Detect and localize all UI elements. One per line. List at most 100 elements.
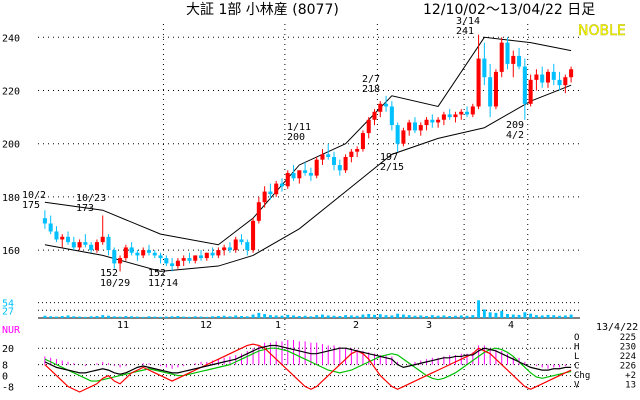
candle: [418, 122, 423, 136]
candle: [488, 63, 493, 118]
candle: [94, 239, 99, 253]
candle: [123, 244, 128, 261]
candle: [89, 242, 94, 253]
legend-value-L: 224: [620, 352, 636, 362]
candle: [343, 154, 348, 173]
candle-body: [326, 154, 331, 157]
candle: [216, 247, 221, 259]
oscillator-grid: 20 80-8: [2, 344, 580, 394]
candle-body: [482, 58, 487, 78]
osc-line-red: [44, 343, 572, 393]
candle-body: [401, 130, 406, 144]
candle-body: [453, 114, 458, 118]
annotation-text: 2/15: [380, 162, 404, 173]
candle: [540, 66, 545, 88]
candle: [395, 122, 400, 152]
candle-body: [216, 250, 221, 256]
candle-body: [522, 66, 527, 104]
month-label-12: 12: [200, 320, 212, 331]
candle-body: [528, 79, 533, 104]
candle: [563, 74, 568, 94]
candle-body: [65, 236, 71, 243]
chart-title: 大証 1部 小林産 (8077): [186, 2, 339, 18]
candle: [65, 231, 71, 245]
annotation-text: 175: [22, 200, 40, 211]
candle-body: [464, 111, 470, 115]
candle-body: [54, 231, 59, 240]
candle-body: [343, 157, 348, 171]
legend-key-V: V: [574, 381, 580, 391]
candle: [569, 66, 574, 83]
candle-body: [100, 236, 105, 243]
candle: [262, 186, 267, 208]
candle: [106, 234, 111, 256]
candle-body: [146, 250, 152, 253]
candle-body: [233, 239, 238, 251]
candle-body: [118, 258, 123, 264]
candle: [60, 234, 65, 248]
candle-body: [256, 202, 261, 221]
candle: [436, 117, 441, 128]
candle-body: [112, 250, 117, 264]
candle-body: [517, 55, 522, 67]
candle-body: [141, 250, 146, 256]
annotation-text: 2/7: [362, 74, 380, 85]
candle: [407, 119, 412, 136]
candle: [470, 103, 475, 118]
candle-body: [297, 170, 302, 179]
candle: [389, 101, 394, 131]
legend-value-H: 230: [620, 343, 636, 353]
candle-body: [430, 119, 435, 123]
osc-tick-label: 8: [2, 361, 8, 372]
candle: [372, 109, 377, 126]
candle: [517, 47, 522, 70]
candle-body: [569, 69, 574, 78]
candle-body: [488, 77, 493, 107]
candle-body: [337, 164, 342, 171]
month-label-2: 2: [353, 320, 359, 331]
candle: [505, 37, 510, 70]
candle-body: [557, 79, 562, 86]
price-tick-label: 220: [2, 87, 20, 98]
price-tick-label: 200: [2, 140, 20, 151]
candle-body: [314, 159, 319, 176]
price-tick-label: 180: [2, 193, 20, 204]
candle: [412, 117, 418, 134]
annotation-text: 241: [456, 26, 474, 37]
candle: [118, 255, 123, 272]
month-labels: 11 12 1 2 3 4: [117, 320, 514, 331]
candle: [83, 234, 88, 248]
candle-body: [83, 242, 88, 245]
candle-body: [198, 255, 204, 259]
candle: [545, 69, 551, 88]
annotation-text: 10/23: [76, 193, 106, 204]
candle-body: [279, 183, 285, 187]
candle-body: [285, 172, 290, 187]
candle: [141, 247, 146, 259]
candle-body: [227, 247, 232, 251]
osc-tick-label: 20: [2, 344, 14, 355]
oscillator-legend: O 225 H 230 L 224 C 226 Chg +2 V 13: [574, 333, 636, 391]
candle: [378, 101, 383, 118]
candle-body: [366, 119, 371, 134]
candle-body: [499, 42, 504, 72]
price-candles: [42, 34, 574, 272]
annotation-text: 152: [148, 268, 166, 279]
annotation-text: 4/2: [506, 130, 524, 141]
candle-body: [355, 149, 360, 152]
candle: [337, 159, 342, 176]
candle: [135, 250, 140, 261]
candle: [245, 239, 250, 256]
candle: [447, 109, 452, 120]
candle-body: [360, 133, 365, 150]
candle: [464, 106, 470, 118]
legend-key-O: O: [574, 333, 579, 343]
candle: [187, 252, 192, 264]
candle-body: [60, 236, 65, 240]
candle-body: [42, 218, 47, 224]
candle: [279, 178, 285, 192]
